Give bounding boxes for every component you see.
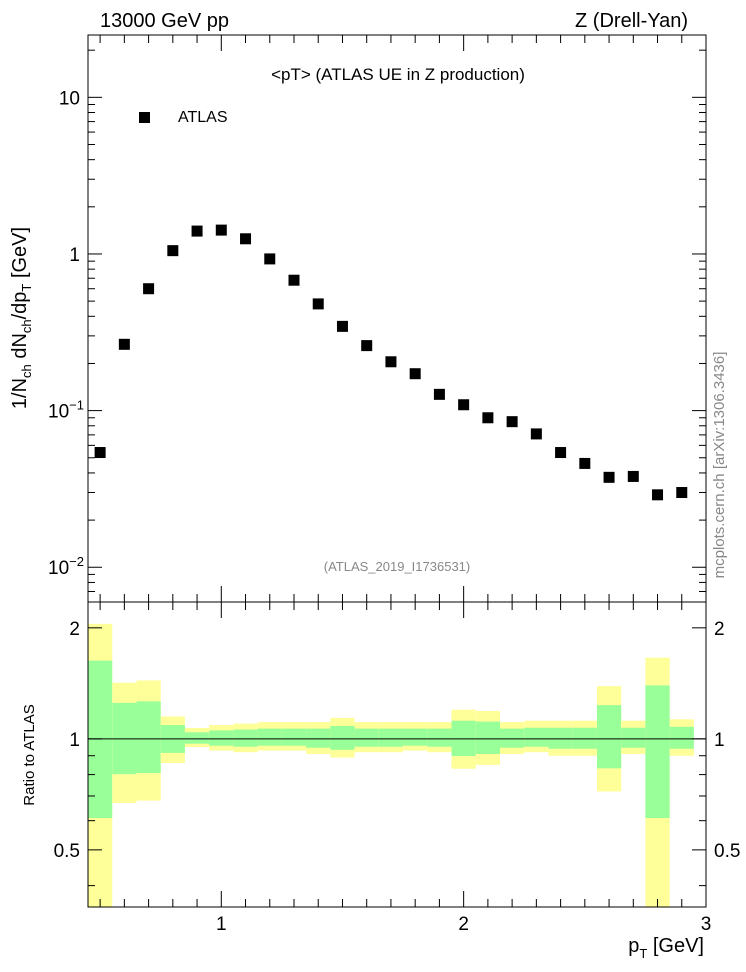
x-tick-label: 2	[458, 914, 469, 935]
ratio-plot-frame	[87, 601, 707, 908]
y-axis-ticks: 10 1 10−1 10−2	[48, 49, 706, 603]
ratio-y-tick-label-right: 0.5	[714, 841, 740, 862]
uncertainty-band-inner	[281, 728, 307, 746]
data-point	[118, 338, 130, 350]
ratio-y-tick-label-right: 1	[714, 730, 725, 751]
header-right: Z (Drell-Yan)	[575, 10, 688, 32]
data-point	[94, 447, 106, 459]
uncertainty-band-inner	[330, 725, 355, 750]
ratio-panel: 0.5 0.5 1 1 2 2 1 2 3 Ratio to ATLAS pT [GeV]	[21, 601, 740, 961]
ratio-y-tick-label: 2	[69, 619, 80, 640]
ratio-y-axis-label: Ratio to ATLAS	[21, 704, 38, 805]
x-axis-label: pT [GeV]	[628, 935, 704, 961]
ratio-y-tick-label-right: 2	[714, 619, 725, 640]
y-tick-label: 10−1	[48, 398, 84, 423]
uncertainty-band-inner	[354, 728, 379, 747]
chart-title: <pT> (ATLAS UE in Z production)	[271, 65, 525, 84]
data-point	[385, 356, 397, 368]
data-point	[433, 388, 445, 400]
uncertainty-band-inner	[306, 728, 331, 748]
uncertainty-band-inner	[524, 727, 549, 747]
data-point	[288, 274, 300, 286]
data-point	[627, 470, 639, 482]
uncertainty-band-inner	[669, 726, 694, 749]
x-axis-ticks-top	[99, 35, 707, 602]
data-point	[652, 489, 664, 501]
data-point	[409, 368, 421, 380]
legend-marker	[139, 112, 150, 123]
uncertainty-band-inner	[233, 729, 258, 747]
ratio-y-tick-label: 1	[69, 730, 80, 751]
data-point	[191, 225, 203, 237]
x-tick-label: 3	[701, 914, 712, 935]
uncertainty-band-inner	[548, 727, 573, 749]
data-point	[167, 245, 179, 257]
x-tick-label: 1	[216, 914, 227, 935]
data-markers	[94, 224, 688, 501]
uncertainty-band-inner	[257, 728, 282, 746]
data-point	[458, 399, 470, 411]
data-point	[603, 471, 615, 483]
data-point	[336, 320, 348, 332]
data-point	[676, 487, 688, 499]
uncertainty-band-inner	[403, 728, 428, 746]
uncertainty-band-inner	[209, 730, 234, 746]
data-point	[215, 224, 227, 236]
y-tick-label: 10	[59, 88, 80, 109]
header-left: 13000 GeV pp	[100, 10, 229, 32]
uncertainty-band-inner	[572, 727, 597, 749]
uncertainty-band-inner	[427, 728, 452, 747]
y-tick-label: 1	[69, 245, 80, 266]
uncertainty-band-inner	[475, 721, 500, 754]
analysis-label: (ATLAS_2019_I1736531)	[324, 559, 470, 574]
main-plot-panel: 10 1 10−1 10−2 <pT> (ATLAS UE in Z producti…	[9, 34, 707, 603]
uncertainty-bands	[88, 623, 694, 907]
uncertainty-band-inner	[596, 705, 622, 769]
uncertainty-band-inner	[621, 727, 646, 748]
uncertainty-band-inner	[645, 685, 670, 819]
y-axis-label: 1/Nch dNch/dpT [GeV]	[9, 227, 34, 409]
uncertainty-band-inner	[500, 728, 525, 748]
data-point	[240, 233, 252, 245]
ratio-y-tick-label: 0.5	[54, 841, 80, 862]
data-point	[143, 283, 155, 295]
data-point	[361, 340, 373, 352]
uncertainty-band-inner	[184, 732, 210, 744]
data-point	[264, 253, 276, 265]
uncertainty-band-inner	[378, 728, 404, 747]
data-point	[482, 412, 494, 424]
data-point	[579, 457, 591, 469]
legend-label: ATLAS	[178, 109, 228, 126]
watermark: mcplots.cern.ch [arXiv:1306.3436]	[711, 352, 728, 579]
data-point	[506, 416, 518, 428]
ratio-y-axis-ticks: 0.5 0.5 1 1 2 2	[54, 619, 740, 887]
uncertainty-band-inner	[136, 701, 161, 773]
data-point	[530, 428, 542, 440]
data-point	[555, 447, 567, 459]
data-point	[312, 298, 324, 310]
y-tick-label: 10−2	[48, 554, 84, 579]
